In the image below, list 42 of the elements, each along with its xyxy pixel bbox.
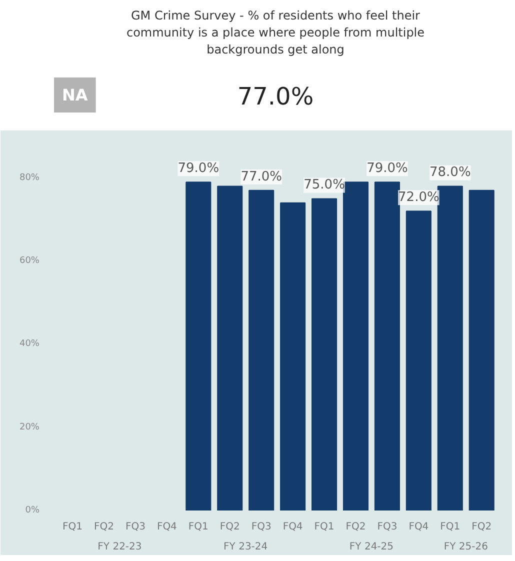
x-tick-label: FQ1 [62,522,83,532]
data-label: 79.0% [178,161,220,176]
x-tick-label: FQ2 [220,522,240,532]
bar [312,198,338,510]
bar [217,186,243,510]
bar [437,186,463,510]
x-tick-label: FQ4 [282,522,303,532]
y-tick-label: 60% [19,256,40,266]
chart-subtitle: 77.0% [237,82,314,110]
x-tick-label: FQ2 [472,522,492,532]
x-tick-label: FQ1 [314,522,334,532]
bar [468,190,494,510]
x-tick-label: FQ4 [156,522,177,532]
bar [342,182,369,510]
x-tick-label: FQ3 [125,522,146,532]
y-tick-label: 40% [19,339,40,350]
text: FY 24-25 [349,542,394,552]
x-tick-label: FQ1 [440,522,460,532]
text: FY 22-23 [98,542,142,552]
bar [374,182,400,510]
bar [248,190,274,510]
text: FY 25-26 [444,542,488,552]
x-tick-label: FQ2 [346,522,366,532]
x-tick-label: FQ1 [188,522,208,532]
chart-title: GM Crime Survey - % of residents who feel their community is a place where people from multiple backgrounds get along [126,8,425,56]
y-tick-label: 80% [19,172,40,183]
data-label: 77.0% [240,169,282,184]
bar [406,210,432,510]
data-label: 79.0% [366,161,408,176]
x-tick-label: FQ3 [377,522,398,532]
y-tick-label: 0% [25,506,40,516]
text: NA [62,86,88,104]
bar [280,202,306,510]
x-tick-label: FQ2 [94,522,114,532]
bar [186,182,212,510]
data-label: 78.0% [430,165,471,180]
x-tick-label: FQ4 [408,522,429,532]
text: FY 23-24 [224,542,268,552]
data-label: 72.0% [398,190,440,206]
x-tick-label: FQ3 [251,522,272,532]
data-label: 75.0% [304,178,345,193]
y-tick-label: 20% [19,422,40,432]
